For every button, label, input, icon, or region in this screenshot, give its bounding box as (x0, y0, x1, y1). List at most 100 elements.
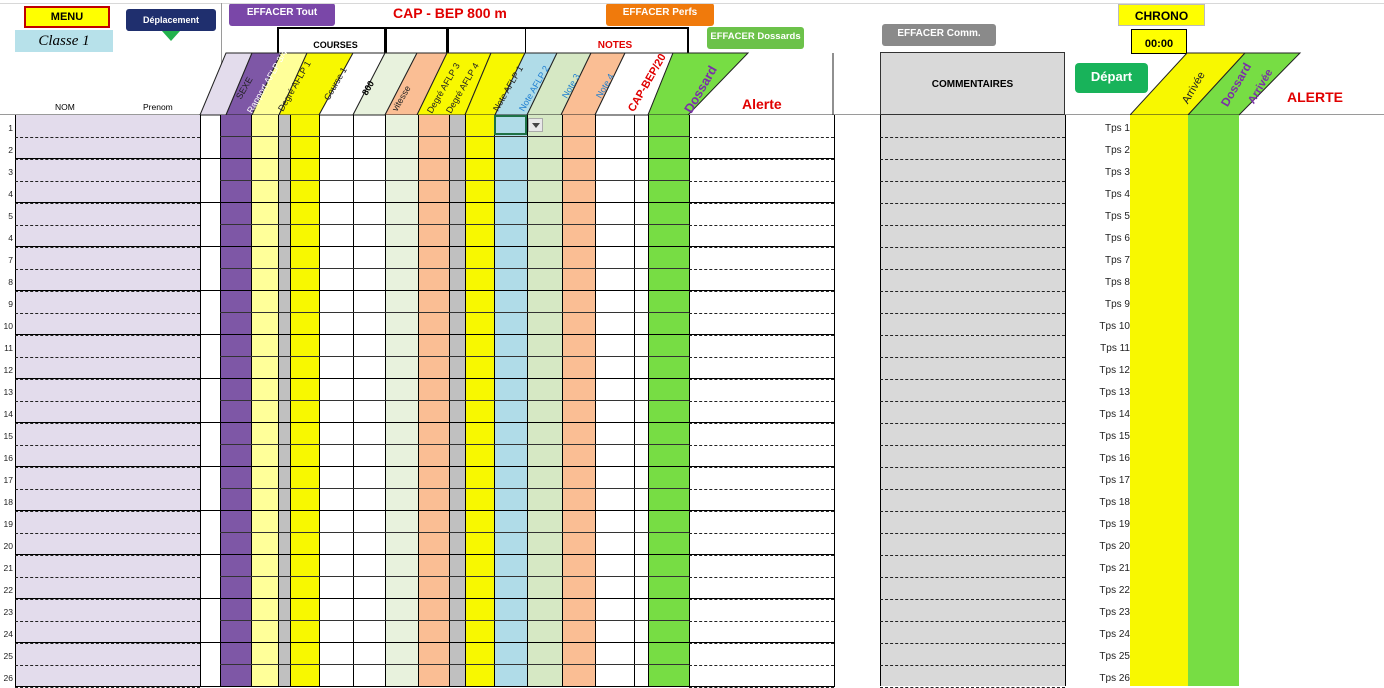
name-dash-line (15, 621, 200, 622)
alert-dash-line (689, 555, 834, 556)
row-separator (15, 290, 835, 291)
comment-dash-line (880, 643, 1065, 644)
name-column (15, 115, 200, 686)
notes-label: NOTES (597, 40, 633, 51)
tps-label: Tps 20 (1099, 541, 1130, 552)
row-mid-line (220, 576, 689, 577)
alert-dash-line (689, 137, 834, 138)
row-number: 22 (3, 585, 13, 595)
header-prenom: Prenom (143, 102, 173, 112)
tps-label: Tps 15 (1099, 431, 1130, 442)
alert-dash-line (689, 577, 834, 578)
row-number: 20 (3, 541, 13, 551)
tps-label: Tps 4 (1104, 189, 1130, 200)
page-title: CAP - BEP 800 m (393, 5, 507, 21)
courses-label: COURSES (313, 40, 358, 50)
comment-dash-line (880, 577, 1065, 578)
tps-label: Tps 8 (1104, 277, 1130, 288)
comment-dash-line (880, 335, 1065, 336)
row-number: 15 (3, 431, 13, 441)
tps-label: Tps 7 (1104, 255, 1130, 266)
row-number: 5 (8, 211, 13, 221)
notes-inner-sep (525, 27, 526, 53)
start-button[interactable]: Départ (1075, 63, 1148, 93)
row-number: 12 (3, 365, 13, 375)
row-separator (15, 466, 835, 467)
tps-label: Tps 13 (1099, 387, 1130, 398)
tps-label: Tps 26 (1099, 673, 1130, 684)
row-number: 11 (4, 343, 13, 353)
alert-dash-line (689, 335, 834, 336)
row-number: 4 (8, 189, 13, 199)
row-mid-line (220, 268, 689, 269)
row-number: 16 (3, 453, 13, 463)
clear-perfs-button[interactable]: EFFACER Perfs (606, 3, 714, 26)
row-number: 7 (8, 255, 13, 265)
row-number: 26 (3, 673, 13, 683)
comment-dash-line (880, 533, 1065, 534)
row-mid-line (220, 180, 689, 181)
clear-bibs-button[interactable]: EFFACER Dossards (707, 27, 804, 49)
notes-section (447, 27, 689, 53)
name-dash-line (15, 577, 200, 578)
alert-dash-line (689, 445, 834, 446)
comment-dash-line (880, 467, 1065, 468)
row-number: 17 (3, 475, 13, 485)
alert-dash-line (689, 247, 834, 248)
row-number: 24 (3, 629, 13, 639)
dropdown-arrow-icon[interactable] (528, 118, 543, 132)
top-rule (0, 3, 1384, 4)
row-number: 2 (8, 145, 13, 155)
name-dash-line (15, 181, 200, 182)
comment-dash-line (880, 379, 1065, 380)
grid-vline-21 (1065, 115, 1066, 686)
row-mid-line (220, 532, 689, 533)
diagonal-header (199, 52, 834, 116)
alert-dash-line (689, 181, 834, 182)
row-mid-line (220, 444, 689, 445)
name-dash-line (15, 643, 200, 644)
row-separator (15, 686, 835, 687)
selected-cell[interactable] (494, 115, 527, 135)
row-number: 9 (8, 299, 13, 309)
tps-label: Tps 22 (1099, 585, 1130, 596)
chrono-time: 00:00 (1131, 29, 1187, 54)
row-separator (15, 378, 835, 379)
name-dash-line (15, 511, 200, 512)
row-number: 18 (3, 497, 13, 507)
name-dash-line (15, 555, 200, 556)
comment-dash-line (880, 247, 1065, 248)
row-number: 14 (3, 409, 13, 419)
alert-dash-line (689, 533, 834, 534)
clear-comments-button[interactable]: EFFACER Comm. (882, 24, 996, 46)
row-mid-line (220, 664, 689, 665)
navigate-button[interactable]: Déplacement (126, 9, 216, 31)
tps-label: Tps 18 (1099, 497, 1130, 508)
chrono-label: CHRONO (1118, 4, 1205, 26)
comment-dash-line (880, 203, 1065, 204)
comment-dash-line (880, 181, 1065, 182)
tps-label: Tps 6 (1104, 233, 1130, 244)
tps-label: Tps 25 (1099, 651, 1130, 662)
tps-label: Tps 16 (1099, 453, 1130, 464)
name-dash-line (15, 137, 200, 138)
row-separator (15, 334, 835, 335)
grid-vline-18 (689, 115, 690, 686)
comment-dash-line (880, 137, 1065, 138)
clear-all-button[interactable]: EFFACER Tout (229, 3, 335, 26)
row-number: 3 (8, 167, 13, 177)
header-alerte: Alerte (742, 96, 782, 112)
header-alerte-2: ALERTE (1287, 89, 1343, 105)
row-mid-line (220, 136, 689, 137)
grid-vline-20 (880, 115, 881, 686)
alert-dash-line (689, 379, 834, 380)
row-mid-line (220, 312, 689, 313)
menu-button[interactable]: MENU (24, 6, 110, 28)
name-dash-line (15, 313, 200, 314)
row-separator (15, 642, 835, 643)
row-separator (15, 422, 835, 423)
row-separator (15, 510, 835, 511)
row-number: 23 (3, 607, 13, 617)
row-mid-line (220, 400, 689, 401)
row-number: 13 (3, 387, 13, 397)
